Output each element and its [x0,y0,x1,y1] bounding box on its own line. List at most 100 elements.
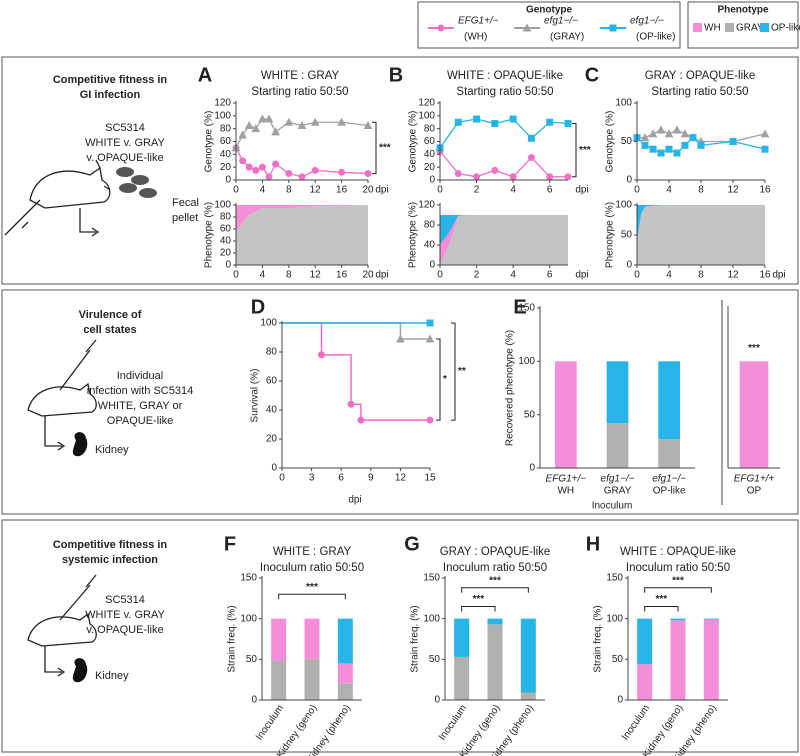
significance-label: *** [672,575,684,586]
y-tick-label: 20 [220,248,232,259]
legend-label: (GRAY) [550,32,584,43]
y-axis-label: Phenotype (%) [605,202,616,268]
fecal-pellets [116,167,157,198]
section-description: SC5314 [105,594,145,606]
x-tick-label: 0 [437,185,443,196]
x-tick-label: 9 [368,473,374,484]
chart-title: GRAY : OPAQUE-like [440,546,551,558]
bar-segment [337,618,353,664]
point [317,351,325,359]
y-tick-label: 60 [220,224,232,235]
point [509,173,517,181]
x-tick-label: OP-like [653,486,686,497]
chart-title: WHITE : OPAQUE-like [620,546,736,558]
y-tick-label: 0 [225,175,231,186]
section-box [1,519,799,753]
y-axis-label: Genotype (%) [408,111,419,173]
point [729,138,737,145]
x-axis-label: dpi [575,185,588,196]
point [265,173,273,181]
y-tick-label: 0 [251,695,257,706]
mouse-schematic [27,339,97,451]
y-tick-label: 150 [240,573,257,584]
legend-marker [609,24,617,32]
x-axis-label: Inoculum [592,501,633,512]
point [284,117,294,126]
section-description: Individual [117,370,163,382]
x-tick-label: 2 [474,185,480,196]
point [426,416,434,424]
x-tick-label: EFG1+/+ [734,474,775,485]
point [697,141,705,149]
y-tick-label: 150 [423,573,440,584]
panel-label: G [404,533,420,555]
bar-segment [658,439,681,468]
y-tick-label: 100 [423,613,440,624]
point [680,129,690,138]
chart-title: WHITE : GRAY [261,70,340,82]
section-label: pellet [172,212,198,224]
point [656,125,666,134]
point [509,115,517,123]
significance-label: *** [379,143,391,154]
point [640,133,650,142]
bar-segment [658,361,681,440]
x-tick-label: efg1−/− [601,474,635,485]
y-axis-label: Genotype (%) [204,111,215,173]
y-tick-label: 100 [214,200,231,211]
point [264,114,274,123]
bar-segment [637,618,653,665]
section-description: SC5314 [105,122,145,134]
significance-bracket [372,121,377,175]
y-axis-label: Survival (%) [250,369,261,423]
y-tick-label: 100 [214,110,231,121]
legend-label: OP-like [771,23,800,34]
x-tick-label: 0 [437,270,443,281]
y-tick-label: 40 [424,149,436,160]
y-tick-label: 80 [266,347,278,358]
point [761,145,769,153]
point [564,173,572,181]
x-tick-label: Inoculum [620,703,652,743]
x-tick-label: 6 [338,473,344,484]
point [357,416,365,424]
bar-segment [487,618,503,625]
area [440,215,568,245]
point [364,170,372,178]
y-tick-label: 40 [220,149,232,160]
section-label: Fecal [172,197,199,209]
area [440,215,568,265]
x-tick-label: 0 [634,185,640,196]
legend-label: WH [704,23,721,34]
significance-label: *** [579,145,591,156]
legend-label: efg1−/− [544,16,578,27]
y-tick-label: 120 [214,98,231,109]
y-tick-label: 120 [418,200,435,211]
legend-swatch [760,23,769,32]
x-tick-label: OP [747,486,762,497]
point [454,170,462,178]
x-tick-label: 12 [395,473,407,484]
y-tick-label: 80 [424,123,436,134]
bar-segment [304,618,320,660]
point [338,168,346,176]
bar-segment [337,683,353,700]
significance-label: ** [458,366,466,377]
kidney-icon [72,658,88,683]
x-tick-label: 12 [310,270,322,281]
y-tick-label: 50 [246,654,258,665]
legend-label: EFG1+/− [458,16,499,27]
x-tick-label: 12 [727,185,739,196]
y-tick-label: 50 [524,409,536,420]
x-tick-label: 20 [362,270,374,281]
point [760,129,770,138]
bar-segment [670,620,686,700]
y-tick-label: 60 [266,376,278,387]
point [564,120,572,128]
bar-segment [304,659,320,700]
y-tick-label: 100 [518,356,535,367]
bar-segment [606,423,629,468]
point [689,134,697,142]
panel-label: F [224,533,236,555]
